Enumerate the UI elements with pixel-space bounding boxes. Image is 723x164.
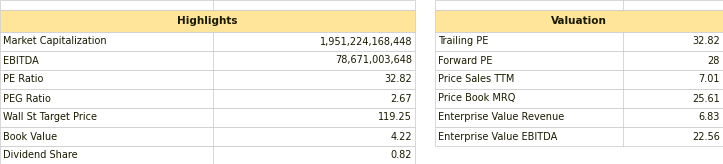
Text: Price Book MRQ: Price Book MRQ bbox=[438, 93, 515, 103]
Bar bbox=[435, 70, 723, 89]
Bar bbox=[435, 32, 723, 51]
Bar bbox=[435, 89, 723, 108]
Bar bbox=[435, 0, 723, 10]
Text: Valuation: Valuation bbox=[551, 16, 607, 26]
Text: Dividend Share: Dividend Share bbox=[3, 151, 77, 161]
Text: Trailing PE: Trailing PE bbox=[438, 37, 488, 47]
Text: EBITDA: EBITDA bbox=[3, 55, 39, 65]
Text: 7.01: 7.01 bbox=[698, 74, 720, 84]
Bar bbox=[435, 108, 723, 127]
Text: Forward PE: Forward PE bbox=[438, 55, 492, 65]
Bar bbox=[0, 89, 415, 108]
Bar bbox=[0, 108, 415, 127]
Bar bbox=[435, 10, 723, 32]
Text: Wall St Target Price: Wall St Target Price bbox=[3, 113, 97, 123]
Bar bbox=[0, 32, 415, 51]
Text: Enterprise Value EBITDA: Enterprise Value EBITDA bbox=[438, 132, 557, 142]
Bar bbox=[435, 51, 723, 70]
Text: 2.67: 2.67 bbox=[390, 93, 412, 103]
Text: 28: 28 bbox=[708, 55, 720, 65]
Bar bbox=[0, 127, 415, 146]
Text: 1,951,224,168,448: 1,951,224,168,448 bbox=[320, 37, 412, 47]
Bar bbox=[0, 51, 415, 70]
Text: Highlights: Highlights bbox=[177, 16, 238, 26]
Text: 78,671,003,648: 78,671,003,648 bbox=[335, 55, 412, 65]
Text: 119.25: 119.25 bbox=[378, 113, 412, 123]
Bar bbox=[0, 146, 415, 164]
Text: PE Ratio: PE Ratio bbox=[3, 74, 43, 84]
Text: PEG Ratio: PEG Ratio bbox=[3, 93, 51, 103]
Text: Market Capitalization: Market Capitalization bbox=[3, 37, 106, 47]
Bar bbox=[0, 0, 415, 10]
Text: 22.56: 22.56 bbox=[692, 132, 720, 142]
Bar bbox=[0, 70, 415, 89]
Text: 32.82: 32.82 bbox=[384, 74, 412, 84]
Text: Enterprise Value Revenue: Enterprise Value Revenue bbox=[438, 113, 564, 123]
Text: 25.61: 25.61 bbox=[692, 93, 720, 103]
Text: 4.22: 4.22 bbox=[390, 132, 412, 142]
Text: Book Value: Book Value bbox=[3, 132, 57, 142]
Text: 0.82: 0.82 bbox=[390, 151, 412, 161]
Text: 32.82: 32.82 bbox=[692, 37, 720, 47]
Text: 6.83: 6.83 bbox=[698, 113, 720, 123]
Bar bbox=[0, 10, 415, 32]
Bar bbox=[435, 127, 723, 146]
Text: Price Sales TTM: Price Sales TTM bbox=[438, 74, 514, 84]
